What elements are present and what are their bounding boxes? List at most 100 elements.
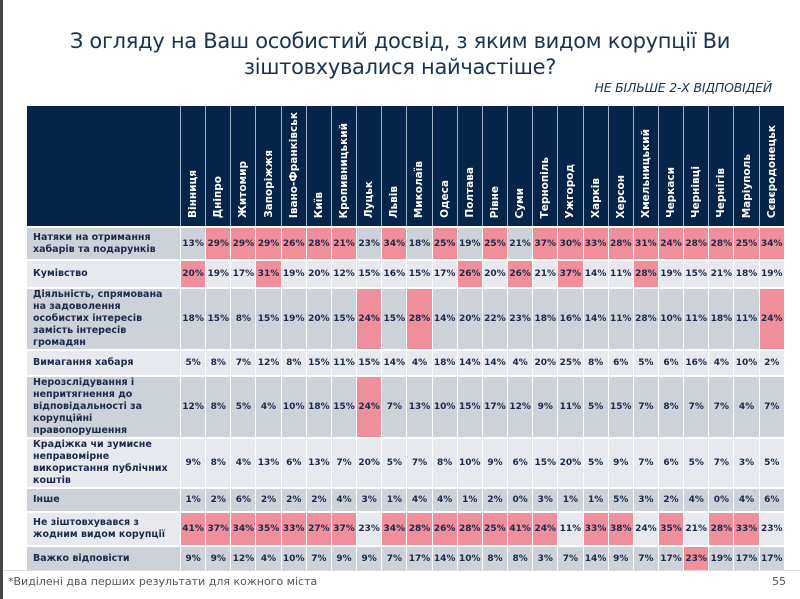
value-cell: 15% — [356, 349, 382, 375]
value-cell: 20% — [532, 349, 558, 375]
city-name: Полтава — [463, 167, 476, 218]
table-row: Вимагання хабаря 5% 8% 7% 12% 8% 15% 11% 15% 14% 4… — [27, 349, 784, 375]
value-cell-highlighted: 25% — [733, 226, 759, 259]
row-label: Діяльність, спрямована на задоволення ос… — [27, 287, 180, 349]
value-cell: 13% — [406, 375, 432, 437]
value-cell: 5% — [632, 349, 658, 375]
value-cell: 3% — [356, 487, 382, 511]
value-cell-highlighted: 33% — [280, 511, 306, 545]
city-header: Ужгород — [557, 106, 583, 226]
value-cell: 10% — [456, 437, 482, 487]
value-cell: 7% — [708, 375, 734, 437]
value-cell-highlighted: 31% — [632, 226, 658, 259]
row-label: Натяки на отримання хабарів та подарункі… — [27, 226, 180, 259]
value-cell: 15% — [456, 375, 482, 437]
city-name: Житомир — [237, 161, 250, 218]
value-cell-highlighted: 33% — [582, 226, 608, 259]
city-name: Сєвєродонецьк — [765, 124, 778, 218]
value-cell: 20% — [456, 287, 482, 349]
value-cell: 7% — [683, 375, 709, 437]
value-cell: 15% — [683, 259, 709, 287]
value-cell: 6% — [280, 437, 306, 487]
value-cell: 7% — [632, 437, 658, 487]
value-cell-highlighted: 29% — [205, 226, 231, 259]
value-cell: 8% — [230, 287, 256, 349]
city-name: Миколаїв — [413, 160, 426, 218]
value-cell: 20% — [356, 437, 382, 487]
footer-note: *Виділені два перших результати для кожн… — [8, 575, 318, 588]
value-cell: 2% — [205, 487, 231, 511]
value-cell-highlighted: 28% — [607, 226, 633, 259]
value-cell-highlighted: 28% — [456, 511, 482, 545]
value-cell-highlighted: 35% — [657, 511, 684, 545]
value-cell: 19% — [758, 259, 784, 287]
row-label: Інше — [27, 487, 180, 511]
value-cell: 1% — [582, 487, 608, 511]
city-name: Маріуполь — [740, 153, 753, 218]
value-cell: 9% — [532, 375, 558, 437]
value-cell: 6% — [507, 437, 533, 487]
value-cell: 7% — [381, 375, 407, 437]
value-cell: 5% — [230, 375, 256, 437]
value-cell: 13% — [305, 437, 331, 487]
value-cell-highlighted: 37% — [557, 259, 583, 287]
value-cell-highlighted: 28% — [305, 226, 331, 259]
value-cell: 18% — [180, 287, 206, 349]
city-name: Суми — [514, 187, 527, 219]
value-cell: 14% — [431, 287, 457, 349]
page-number: 55 — [772, 575, 786, 588]
city-header: Івано-Франківськ — [280, 106, 306, 226]
value-cell: 7% — [758, 375, 784, 437]
value-cell: 10% — [280, 375, 306, 437]
city-name: Запоріжжя — [262, 150, 275, 218]
value-cell: 11% — [683, 287, 709, 349]
value-cell-highlighted: 26% — [280, 226, 306, 259]
value-cell: 17% — [230, 259, 256, 287]
value-cell-highlighted: 30% — [557, 226, 583, 259]
value-cell: 4% — [431, 487, 457, 511]
city-name: Тернопіль — [539, 156, 552, 218]
city-header: Полтава — [456, 106, 482, 226]
city-header: Черкаси — [657, 106, 684, 226]
city-header: Маріуполь — [733, 106, 759, 226]
slide-title: З огляду на Ваш особистий досвід, з яким… — [69, 29, 731, 79]
value-cell: 14% — [582, 545, 608, 571]
value-cell-highlighted: 25% — [481, 511, 508, 545]
value-cell: 3% — [532, 545, 558, 571]
value-cell: 4% — [406, 349, 432, 375]
value-cell-highlighted: 28% — [632, 259, 658, 287]
value-cell: 17% — [657, 545, 684, 571]
value-cell: 2% — [758, 349, 784, 375]
value-cell-highlighted: 24% — [532, 511, 558, 545]
value-cell-highlighted: 37% — [532, 226, 558, 259]
value-cell: 4% — [330, 487, 357, 511]
value-cell: 15% — [205, 287, 231, 349]
value-cell: 25% — [557, 349, 583, 375]
value-cell: 7% — [406, 437, 432, 487]
table-row: Не зіштовхувався з жодним видом корупції… — [27, 511, 784, 545]
value-cell: 5% — [381, 437, 407, 487]
value-cell: 19% — [205, 259, 231, 287]
value-cell: 19% — [280, 287, 306, 349]
city-name: Київ — [312, 191, 325, 218]
value-cell: 12% — [507, 375, 533, 437]
value-cell: 0% — [507, 487, 533, 511]
value-cell: 7% — [708, 437, 734, 487]
city-name: Дніпро — [212, 175, 225, 218]
value-cell: 2% — [657, 487, 684, 511]
row-label: Важко відповісти — [27, 545, 180, 571]
value-cell-highlighted: 27% — [305, 511, 331, 545]
value-cell: 2% — [280, 487, 306, 511]
value-cell: 4% — [255, 545, 281, 571]
value-cell: 15% — [255, 287, 281, 349]
city-header: Сєвєродонецьк — [758, 106, 784, 226]
value-cell: 9% — [180, 437, 206, 487]
value-cell-highlighted: 28% — [708, 226, 734, 259]
value-cell: 16% — [381, 259, 407, 287]
value-cell: 15% — [406, 259, 432, 287]
value-cell: 10% — [733, 349, 759, 375]
value-cell-highlighted: 37% — [330, 511, 357, 545]
city-header: Тернопіль — [532, 106, 558, 226]
value-cell: 7% — [557, 545, 583, 571]
value-cell: 6% — [758, 487, 784, 511]
